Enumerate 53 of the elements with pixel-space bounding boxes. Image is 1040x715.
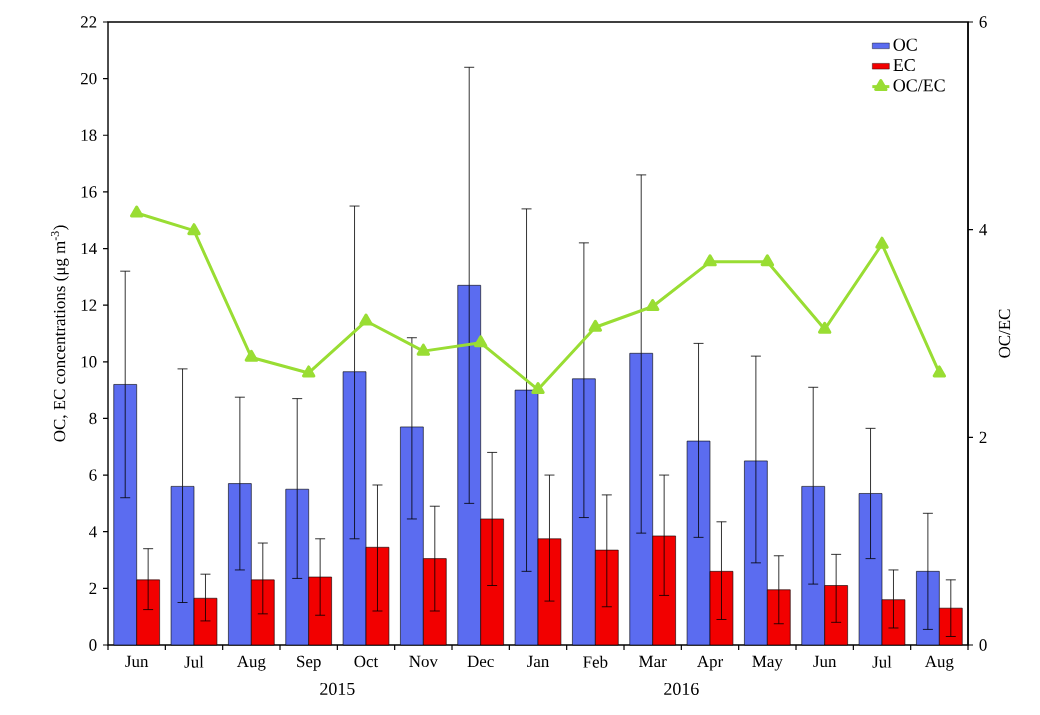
y-tick-label: 8 [89, 412, 97, 425]
point [875, 236, 889, 249]
y-tick-label: 2 [89, 582, 97, 594]
x-tick-label: Feb [583, 655, 608, 668]
x-tick-label: Jun [125, 655, 149, 668]
x-tick-label: Aug [924, 655, 954, 671]
y-tick-label: 14 [81, 242, 97, 255]
point [531, 382, 545, 395]
legend-label: OC [893, 38, 917, 51]
y-tick-label: 16 [81, 186, 97, 198]
x-tick-label: Jul [872, 655, 892, 668]
x-tick-label: Dec [467, 655, 494, 668]
x-tick-label: Mar [639, 655, 667, 668]
y2-tick-label: 4 [979, 224, 988, 236]
point [932, 365, 947, 378]
legend-label: EC [893, 59, 915, 72]
y-tick-label: 18 [81, 129, 97, 141]
x-tick-label: Apr [697, 655, 724, 671]
x-tick-label: May [752, 655, 783, 671]
point [187, 223, 201, 236]
point [817, 321, 832, 334]
point [645, 298, 660, 311]
x-tick-label: Oct [354, 655, 379, 668]
y-tick-label: 0 [89, 639, 97, 651]
point [416, 343, 431, 356]
point [760, 254, 775, 267]
y2-tick-label: 0 [979, 639, 987, 651]
x-tick-label: Aug [236, 655, 266, 671]
x-tick-label: Jan [527, 655, 550, 668]
point [129, 205, 144, 218]
y-tick-label: 12 [81, 299, 97, 311]
x-tick-label: Sep [297, 655, 321, 671]
y-tick-label: 22 [80, 16, 97, 28]
point [244, 349, 259, 362]
x-tick-label: Jul [184, 655, 204, 668]
x-tick-label: Nov [409, 655, 438, 668]
y-axis-title: OC, EC concentrations (μg m$^{-3}$) [50, 225, 69, 442]
x-tick-label: Jun [813, 655, 837, 668]
y-tick-label: 20 [80, 72, 97, 85]
point [359, 313, 373, 326]
point [588, 319, 603, 332]
point [301, 365, 316, 378]
y2-axis-title: OC/EC [998, 309, 1011, 358]
legend-label: OC/EC [893, 79, 945, 92]
y2-tick-label: 6 [979, 16, 987, 28]
y-tick-label: 4 [89, 526, 97, 538]
y-tick-label: 6 [89, 469, 97, 481]
text: 2015 [320, 682, 355, 695]
point [473, 335, 488, 348]
point [703, 254, 717, 267]
text: 2016 [664, 682, 699, 695]
y-tick-label: 10 [81, 356, 97, 368]
y2-tick-label: 2 [979, 431, 987, 443]
